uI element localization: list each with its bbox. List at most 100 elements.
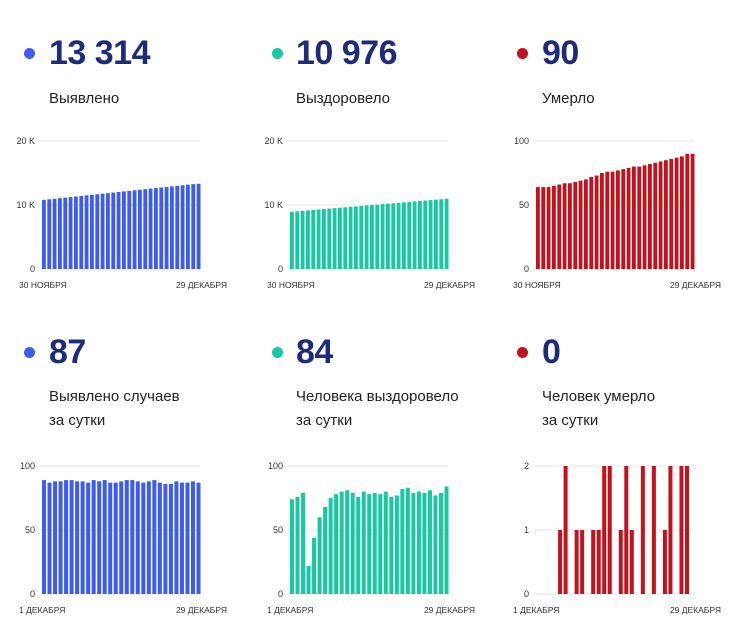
- x-tick-label-start: 30 НОЯБРЯ: [513, 280, 561, 290]
- y-tick-label: 100: [268, 461, 283, 471]
- bar: [186, 184, 190, 269]
- bar: [356, 496, 361, 594]
- bar: [42, 199, 46, 269]
- bar: [679, 466, 684, 594]
- bar: [594, 175, 599, 269]
- bar: [95, 194, 100, 269]
- bar: [301, 492, 306, 594]
- chart-cumulative-recovered: 0 10 K 20 K 30 НОЯБРЯ 29 ДЕКАБРЯ: [264, 136, 475, 290]
- bar: [138, 189, 142, 269]
- stat-label: Выявлено: [49, 90, 120, 107]
- bar: [191, 184, 196, 269]
- bar: [317, 517, 322, 594]
- x-tick-label-end: 29 ДЕКАБРЯ: [176, 605, 227, 615]
- bar: [91, 480, 96, 594]
- bar: [557, 184, 562, 269]
- bar: [444, 486, 449, 594]
- stat-label-line2: за сутки: [49, 412, 106, 429]
- bar: [402, 202, 406, 269]
- bar: [306, 210, 310, 269]
- stat-label-line1: Человека выздоровело: [296, 388, 459, 405]
- bar: [58, 198, 62, 269]
- bar: [422, 492, 427, 594]
- blue-dot-icon: [24, 48, 35, 59]
- bar: [367, 494, 372, 594]
- bar: [58, 481, 63, 594]
- bar: [416, 491, 421, 594]
- bar: [568, 183, 572, 269]
- bar: [80, 481, 85, 594]
- bar: [412, 201, 417, 269]
- bar: [348, 206, 353, 269]
- bar: [42, 480, 47, 594]
- stat-label-line2: за сутки: [542, 412, 599, 429]
- bar: [372, 492, 377, 594]
- bar: [684, 466, 689, 594]
- stat-label: Выздоровело: [296, 90, 391, 107]
- bar: [552, 185, 556, 269]
- bar: [143, 189, 148, 269]
- bar: [146, 481, 151, 594]
- y-tick-label: 0: [278, 589, 283, 599]
- bar: [119, 481, 124, 594]
- bar: [563, 466, 568, 594]
- bar: [322, 209, 326, 269]
- bar: [295, 211, 300, 269]
- chart-daily-detected: 0 50 100 1 ДЕКАБРЯ 29 ДЕКАБРЯ: [19, 461, 227, 615]
- y-tick-label: 0: [524, 589, 529, 599]
- bar: [386, 203, 390, 269]
- bar: [375, 204, 380, 269]
- stat-label: Умерло: [542, 90, 595, 107]
- bar: [64, 480, 69, 594]
- bar: [339, 491, 344, 594]
- bar: [364, 205, 369, 269]
- bar: [602, 466, 607, 594]
- x-tick-label-start: 1 ДЕКАБРЯ: [267, 605, 313, 615]
- stat-value: 13 314: [49, 34, 151, 72]
- bar: [444, 198, 449, 269]
- bar: [338, 207, 342, 269]
- bar: [632, 166, 636, 269]
- bar: [405, 487, 410, 594]
- bar: [332, 208, 337, 269]
- bar: [113, 482, 118, 594]
- y-tick-label: 50: [25, 525, 35, 535]
- stat-value: 87: [49, 333, 86, 371]
- bar: [591, 530, 596, 594]
- bar: [380, 204, 385, 269]
- bar: [323, 506, 328, 594]
- bar: [690, 153, 695, 269]
- bar: [584, 179, 588, 269]
- stat-value: 10 976: [296, 34, 398, 72]
- y-tick-label: 20 K: [264, 136, 283, 146]
- bar: [116, 191, 121, 269]
- bar: [685, 153, 690, 269]
- bar: [418, 200, 422, 269]
- bar: [621, 169, 626, 269]
- x-tick-label-end: 29 ДЕКАБРЯ: [670, 280, 721, 290]
- bar: [383, 491, 388, 594]
- bar: [378, 494, 383, 594]
- bar: [190, 481, 195, 594]
- bar: [47, 199, 52, 269]
- bar: [664, 160, 668, 269]
- chart-cumulative-detected: 0 10 K 20 K 30 НОЯБРЯ 29 ДЕКАБРЯ: [16, 136, 227, 290]
- bar: [653, 162, 658, 269]
- bar: [600, 173, 604, 269]
- bar: [640, 466, 645, 594]
- x-tick-label-end: 29 ДЕКАБРЯ: [424, 605, 475, 615]
- bar: [674, 157, 679, 269]
- bar: [354, 206, 358, 269]
- bar: [574, 530, 579, 594]
- bar: [562, 183, 567, 269]
- bar: [428, 200, 433, 269]
- bar: [589, 176, 594, 269]
- bar: [423, 200, 428, 269]
- bar: [180, 185, 185, 269]
- x-tick-label-start: 1 ДЕКАБРЯ: [513, 605, 559, 615]
- bar: [605, 171, 610, 269]
- bar: [350, 492, 355, 594]
- bar: [148, 188, 153, 269]
- bar: [396, 202, 401, 269]
- bar: [343, 207, 348, 269]
